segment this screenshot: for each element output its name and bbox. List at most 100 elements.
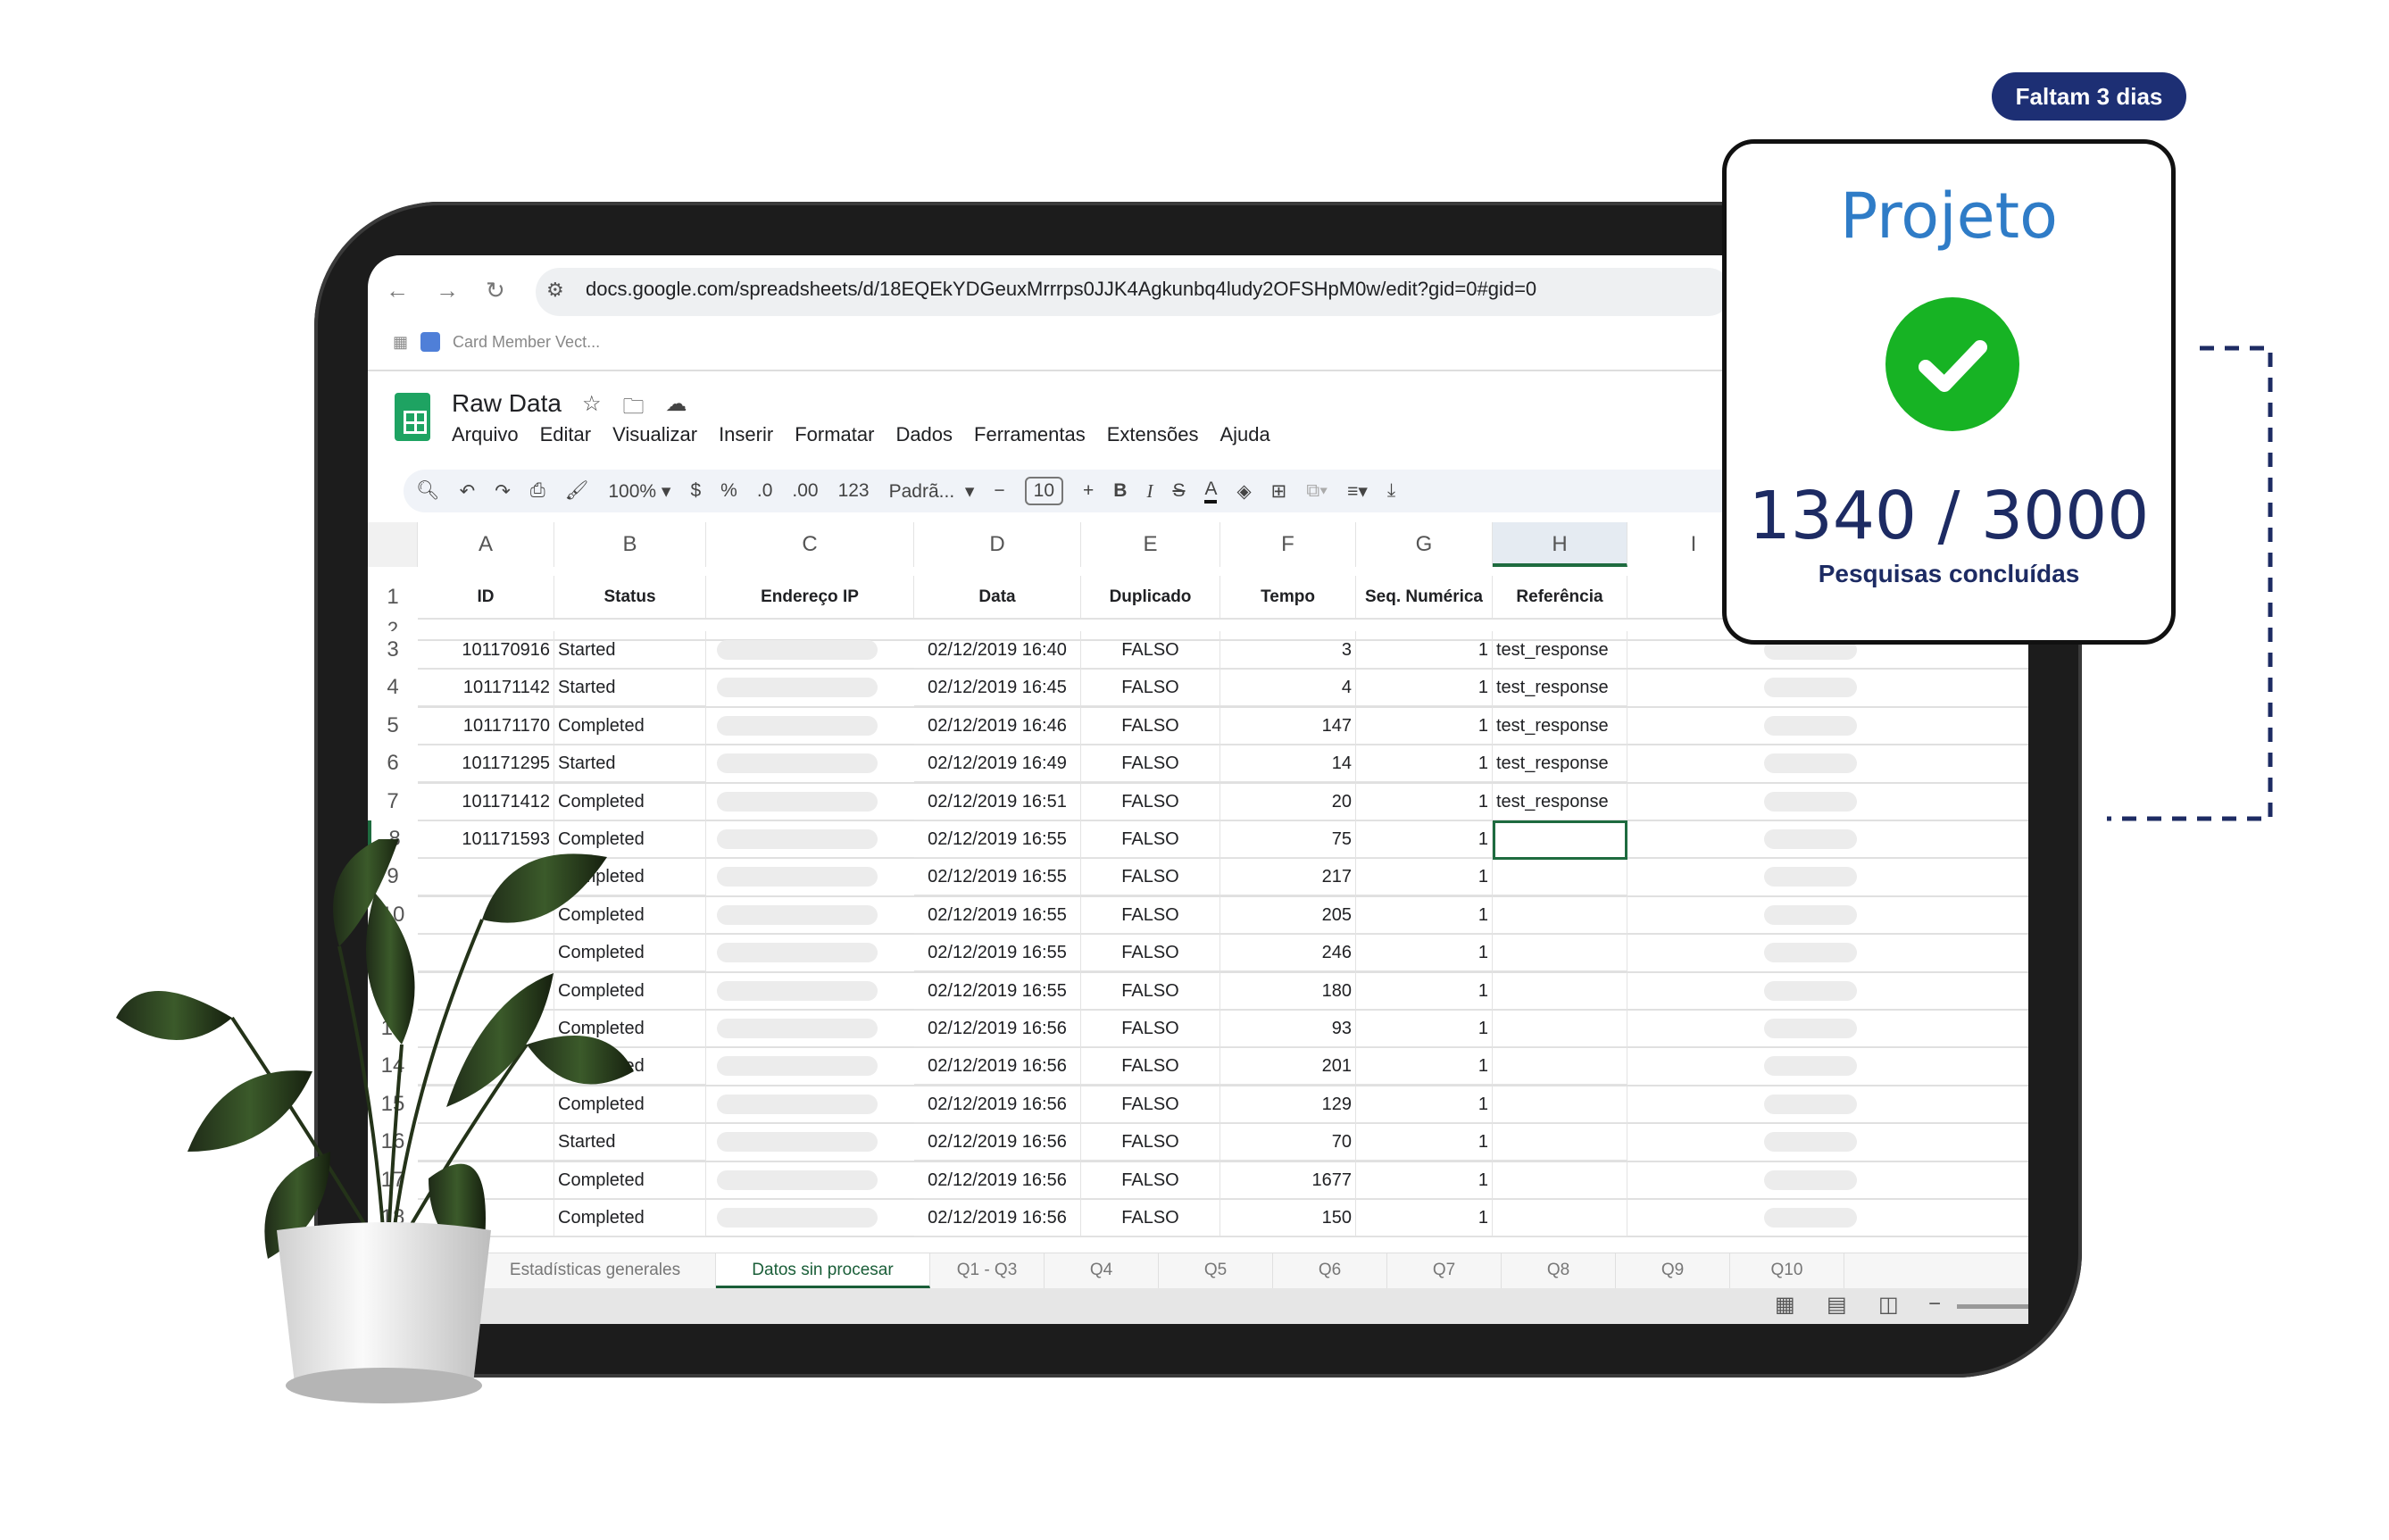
font-size-input[interactable]: 10: [1024, 477, 1064, 505]
table-cell[interactable]: Completed: [554, 1010, 706, 1047]
column-header[interactable]: D: [914, 522, 1081, 567]
table-cell[interactable]: 02/12/2019 16:45: [914, 669, 1081, 707]
table-cell[interactable]: 1: [1356, 971, 1493, 1010]
sheet-tab[interactable]: Q10: [1730, 1253, 1844, 1288]
sheet-tab[interactable]: Q1 - Q3: [930, 1253, 1045, 1288]
table-cell[interactable]: FALSO: [1081, 1085, 1220, 1123]
row-header[interactable]: 7: [368, 782, 418, 820]
table-cell[interactable]: Started: [554, 669, 706, 707]
table-cell[interactable]: test_response: [1493, 669, 1627, 707]
table-cell[interactable]: 02/12/2019 16:56: [914, 1010, 1081, 1047]
menu-item[interactable]: Ajuda: [1219, 423, 1270, 445]
table-cell[interactable]: 246: [1220, 934, 1356, 972]
row-header[interactable]: 5: [368, 706, 418, 745]
table-cell[interactable]: Completed: [554, 934, 706, 972]
table-cell[interactable]: 147: [1220, 706, 1356, 745]
table-cell[interactable]: 02/12/2019 16:56: [914, 1123, 1081, 1161]
table-cell[interactable]: test_response: [1493, 745, 1627, 783]
table-cell[interactable]: 101171142: [418, 669, 554, 707]
table-cell[interactable]: 02/12/2019 16:56: [914, 1085, 1081, 1123]
number-format-button[interactable]: 123: [837, 480, 870, 501]
site-settings-icon[interactable]: ⚙: [546, 279, 564, 301]
increase-decimal-button[interactable]: .00: [792, 480, 819, 501]
table-cell[interactable]: [418, 1085, 554, 1123]
table-cell[interactable]: 1: [1356, 745, 1493, 783]
decrease-decimal-button[interactable]: .0: [756, 480, 773, 501]
back-icon[interactable]: ←: [386, 277, 409, 304]
row-header[interactable]: 6: [368, 745, 418, 783]
table-cell[interactable]: 1677: [1220, 1161, 1356, 1199]
table-cell[interactable]: 02/12/2019 16:49: [914, 745, 1081, 783]
table-cell[interactable]: 1: [1356, 895, 1493, 934]
text-color-icon[interactable]: A: [1204, 479, 1218, 504]
table-cell[interactable]: 3: [1220, 631, 1356, 669]
menu-item[interactable]: Extensões: [1106, 423, 1199, 445]
font-select[interactable]: Padrã... ▾: [888, 480, 975, 502]
page-break-icon[interactable]: ◫: [1878, 1293, 1899, 1317]
table-cell[interactable]: 02/12/2019 16:56: [914, 1161, 1081, 1199]
table-cell[interactable]: FALSO: [1081, 934, 1220, 972]
table-cell[interactable]: Completed: [554, 1085, 706, 1123]
table-cell[interactable]: 1: [1356, 1123, 1493, 1161]
align-icon[interactable]: ≡▾: [1347, 480, 1368, 502]
table-cell[interactable]: Completed: [554, 1161, 706, 1199]
table-cell[interactable]: FALSO: [1081, 858, 1220, 896]
table-cell[interactable]: test_response: [1493, 782, 1627, 820]
table-cell[interactable]: [1493, 858, 1627, 896]
table-cell[interactable]: 02/12/2019 16:51: [914, 782, 1081, 820]
table-cell[interactable]: FALSO: [1081, 971, 1220, 1010]
sheet-tab[interactable]: Q4: [1045, 1253, 1159, 1288]
reload-icon[interactable]: ↻: [486, 277, 505, 304]
select-all-corner[interactable]: [368, 522, 418, 567]
apps-icon[interactable]: ▦: [393, 332, 409, 351]
sheet-tab[interactable]: Q8: [1502, 1253, 1616, 1288]
table-cell[interactable]: 1: [1356, 934, 1493, 972]
table-cell[interactable]: 101171593: [418, 820, 554, 858]
undo-icon[interactable]: ↶: [459, 480, 476, 502]
table-cell[interactable]: [1493, 1085, 1627, 1123]
row-header[interactable]: 4: [368, 669, 418, 707]
font-size-decrease-icon[interactable]: −: [994, 480, 1005, 501]
table-cell[interactable]: 205: [1220, 895, 1356, 934]
table-cell[interactable]: Completed: [554, 971, 706, 1010]
table-cell[interactable]: FALSO: [1081, 1161, 1220, 1199]
forward-icon[interactable]: →: [436, 277, 459, 304]
borders-icon[interactable]: ⊞: [1270, 480, 1287, 502]
table-cell[interactable]: [418, 934, 554, 972]
document-title[interactable]: Raw Data: [452, 389, 562, 417]
table-cell[interactable]: FALSO: [1081, 1199, 1220, 1236]
table-cell[interactable]: Completed: [554, 1199, 706, 1236]
table-cell[interactable]: FALSO: [1081, 1123, 1220, 1161]
table-cell[interactable]: 02/12/2019 16:55: [914, 858, 1081, 896]
table-cell[interactable]: 1: [1356, 1047, 1493, 1086]
address-bar[interactable]: [536, 268, 1732, 316]
table-cell[interactable]: 1: [1356, 1161, 1493, 1199]
table-cell[interactable]: 02/12/2019 16:56: [914, 1047, 1081, 1086]
table-cell[interactable]: [1493, 971, 1627, 1010]
zoom-slider[interactable]: [1957, 1304, 2028, 1309]
table-cell[interactable]: FALSO: [1081, 745, 1220, 783]
table-cell[interactable]: [1493, 1010, 1627, 1047]
table-cell[interactable]: [418, 895, 554, 934]
table-cell[interactable]: [1493, 895, 1627, 934]
table-cell[interactable]: 1: [1356, 1199, 1493, 1236]
fill-color-icon[interactable]: ◈: [1236, 480, 1252, 502]
table-cell[interactable]: 1: [1356, 706, 1493, 745]
row-header[interactable]: 1: [368, 576, 418, 619]
table-cell[interactable]: Completed: [554, 782, 706, 820]
table-cell[interactable]: FALSO: [1081, 782, 1220, 820]
table-cell[interactable]: 129: [1220, 1085, 1356, 1123]
spreadsheet-grid[interactable]: ABCDEFGHI123456789101112131415161718IDSt…: [368, 522, 2028, 1254]
row-header[interactable]: 15: [368, 1085, 418, 1124]
menu-item[interactable]: Arquivo: [452, 423, 519, 445]
table-cell[interactable]: 101171170: [418, 706, 554, 745]
header-cell[interactable]: Status: [554, 576, 706, 619]
table-cell[interactable]: [418, 971, 554, 1010]
table-cell[interactable]: Started: [554, 631, 706, 669]
header-cell[interactable]: ID: [418, 576, 554, 619]
table-cell[interactable]: 14: [1220, 745, 1356, 783]
header-cell[interactable]: Referência: [1493, 576, 1627, 619]
column-header[interactable]: C: [706, 522, 914, 567]
table-cell[interactable]: [1493, 1047, 1627, 1086]
selected-cell[interactable]: [1493, 820, 1627, 860]
